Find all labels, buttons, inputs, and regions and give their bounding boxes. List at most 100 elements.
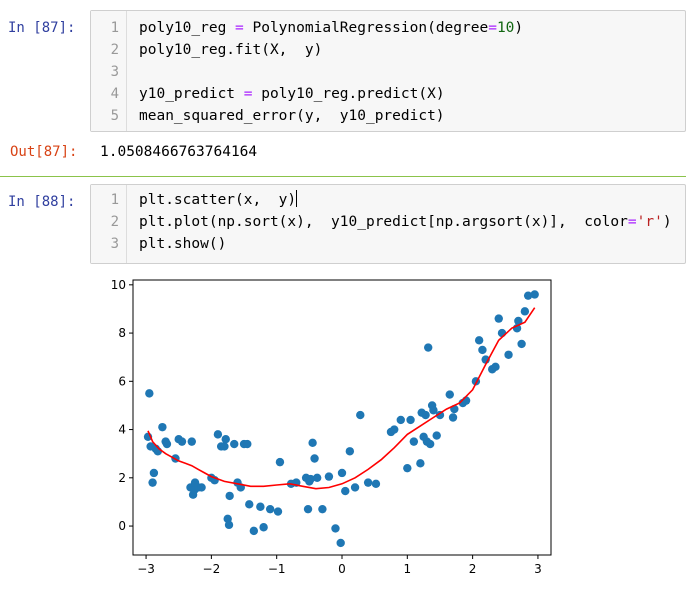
scatter-point bbox=[275, 457, 285, 467]
scatter-point bbox=[435, 410, 445, 420]
line-number: 2 bbox=[110, 42, 119, 58]
scatter-point bbox=[225, 491, 234, 501]
scatter-point bbox=[416, 459, 425, 468]
scatter-point bbox=[363, 478, 373, 487]
code-line[interactable]: poly10_reg = PolynomialRegression(degree… bbox=[139, 20, 524, 36]
scatter-point bbox=[224, 520, 234, 530]
y-tick-label: 2 bbox=[118, 471, 126, 485]
line-number-gutter bbox=[91, 185, 127, 263]
plot-axes-frame bbox=[132, 279, 552, 556]
scatter-point bbox=[424, 343, 433, 352]
scatter-point bbox=[390, 425, 399, 434]
x-tick-label: 3 bbox=[534, 562, 542, 576]
scatter-point bbox=[494, 314, 503, 323]
scatter-point bbox=[396, 415, 405, 425]
scatter-point bbox=[273, 507, 283, 516]
cell-87-output: 1.0508466763764164 bbox=[100, 144, 258, 160]
scatter-point bbox=[259, 523, 268, 532]
scatter-point bbox=[331, 524, 340, 533]
scatter-point bbox=[520, 307, 530, 316]
scatter-point bbox=[245, 500, 254, 509]
scatter-point bbox=[350, 483, 360, 492]
text-cursor bbox=[296, 190, 298, 207]
x-tick-label: −2 bbox=[203, 562, 221, 576]
line-number: 1 bbox=[110, 20, 119, 36]
scatter-point bbox=[514, 316, 523, 326]
cell-divider bbox=[0, 176, 686, 177]
scatter-point bbox=[177, 437, 187, 446]
scatter-point bbox=[197, 483, 206, 492]
line-number: 5 bbox=[110, 108, 119, 124]
scatter-point bbox=[310, 454, 319, 463]
line-number: 4 bbox=[110, 86, 119, 102]
y-tick-label: 4 bbox=[118, 423, 126, 437]
line-number-gutter bbox=[91, 11, 127, 131]
scatter-point bbox=[523, 291, 533, 300]
scatter-point bbox=[432, 431, 441, 440]
scatter-point bbox=[187, 437, 196, 446]
scatter-point bbox=[148, 478, 157, 487]
scatter-point bbox=[265, 504, 275, 514]
scatter-point bbox=[409, 437, 419, 446]
scatter-point bbox=[220, 442, 229, 451]
scatter-point bbox=[371, 479, 381, 489]
scatter-point bbox=[145, 389, 154, 398]
scatter-point bbox=[308, 438, 317, 448]
scatter-point bbox=[504, 350, 513, 359]
scatter-point bbox=[478, 345, 487, 355]
scatter-point bbox=[448, 413, 458, 422]
scatter-point bbox=[312, 473, 322, 483]
scatter-point bbox=[162, 439, 172, 449]
line-number: 1 bbox=[110, 192, 119, 208]
scatter-point bbox=[243, 439, 252, 449]
x-tick-label: 0 bbox=[338, 562, 346, 576]
x-tick-label: 1 bbox=[403, 562, 411, 576]
scatter-point bbox=[530, 290, 539, 299]
line-number: 3 bbox=[110, 236, 119, 252]
scatter-point bbox=[221, 435, 230, 444]
code-line[interactable]: poly10_reg.fit(X, y) bbox=[139, 42, 323, 58]
code-cell-88[interactable]: 1 2 3 plt.scatter(x, y) plt.plot(np.sort… bbox=[90, 184, 686, 264]
scatter-point bbox=[213, 430, 223, 439]
scatter-point bbox=[474, 336, 484, 345]
line-number: 3 bbox=[110, 64, 119, 80]
code-line[interactable]: plt.plot(np.sort(x), y10_predict[np.args… bbox=[139, 214, 672, 230]
scatter-point bbox=[249, 526, 259, 536]
scatter-point bbox=[324, 472, 334, 481]
cell-87-input-prompt: In [87]: bbox=[8, 20, 76, 36]
code-line[interactable]: plt.show() bbox=[139, 236, 227, 252]
scatter-point bbox=[336, 538, 345, 548]
code-cell-87[interactable]: 1 2 3 4 5 poly10_reg = PolynomialRegress… bbox=[90, 10, 686, 132]
line-number: 2 bbox=[110, 214, 119, 230]
cell-87-output-prompt: Out[87]: bbox=[10, 144, 78, 160]
scatter-point bbox=[337, 468, 347, 478]
regression-line bbox=[147, 307, 536, 490]
code-line[interactable]: y10_predict = poly10_reg.predict(X) bbox=[139, 86, 445, 102]
x-tick-label: −1 bbox=[268, 562, 286, 576]
y-tick-label: 6 bbox=[118, 374, 126, 388]
scatter-point bbox=[429, 406, 438, 415]
scatter-point bbox=[306, 474, 315, 484]
scatter-point bbox=[341, 486, 350, 496]
scatter-point bbox=[356, 410, 365, 420]
scatter-point bbox=[345, 447, 355, 456]
scatter-point bbox=[497, 328, 507, 338]
scatter-point bbox=[421, 410, 430, 420]
scatter-point bbox=[230, 439, 239, 449]
code-line[interactable]: mean_squared_error(y, y10_predict) bbox=[139, 108, 445, 124]
x-tick-label: 2 bbox=[469, 562, 477, 576]
y-tick-label: 8 bbox=[118, 326, 126, 340]
scatter-point bbox=[303, 504, 313, 514]
y-tick-label: 10 bbox=[111, 278, 126, 292]
scatter-point bbox=[517, 339, 526, 349]
x-tick-label: −3 bbox=[137, 562, 155, 576]
scatter-point bbox=[318, 504, 327, 514]
scatter-point bbox=[406, 415, 415, 425]
scatter-point bbox=[149, 468, 159, 478]
scatter-point bbox=[158, 422, 167, 432]
code-line[interactable]: plt.scatter(x, y) bbox=[139, 190, 298, 208]
y-tick-label: 0 bbox=[118, 519, 126, 533]
scatter-point bbox=[491, 362, 500, 372]
cell-88-input-prompt: In [88]: bbox=[8, 194, 76, 210]
